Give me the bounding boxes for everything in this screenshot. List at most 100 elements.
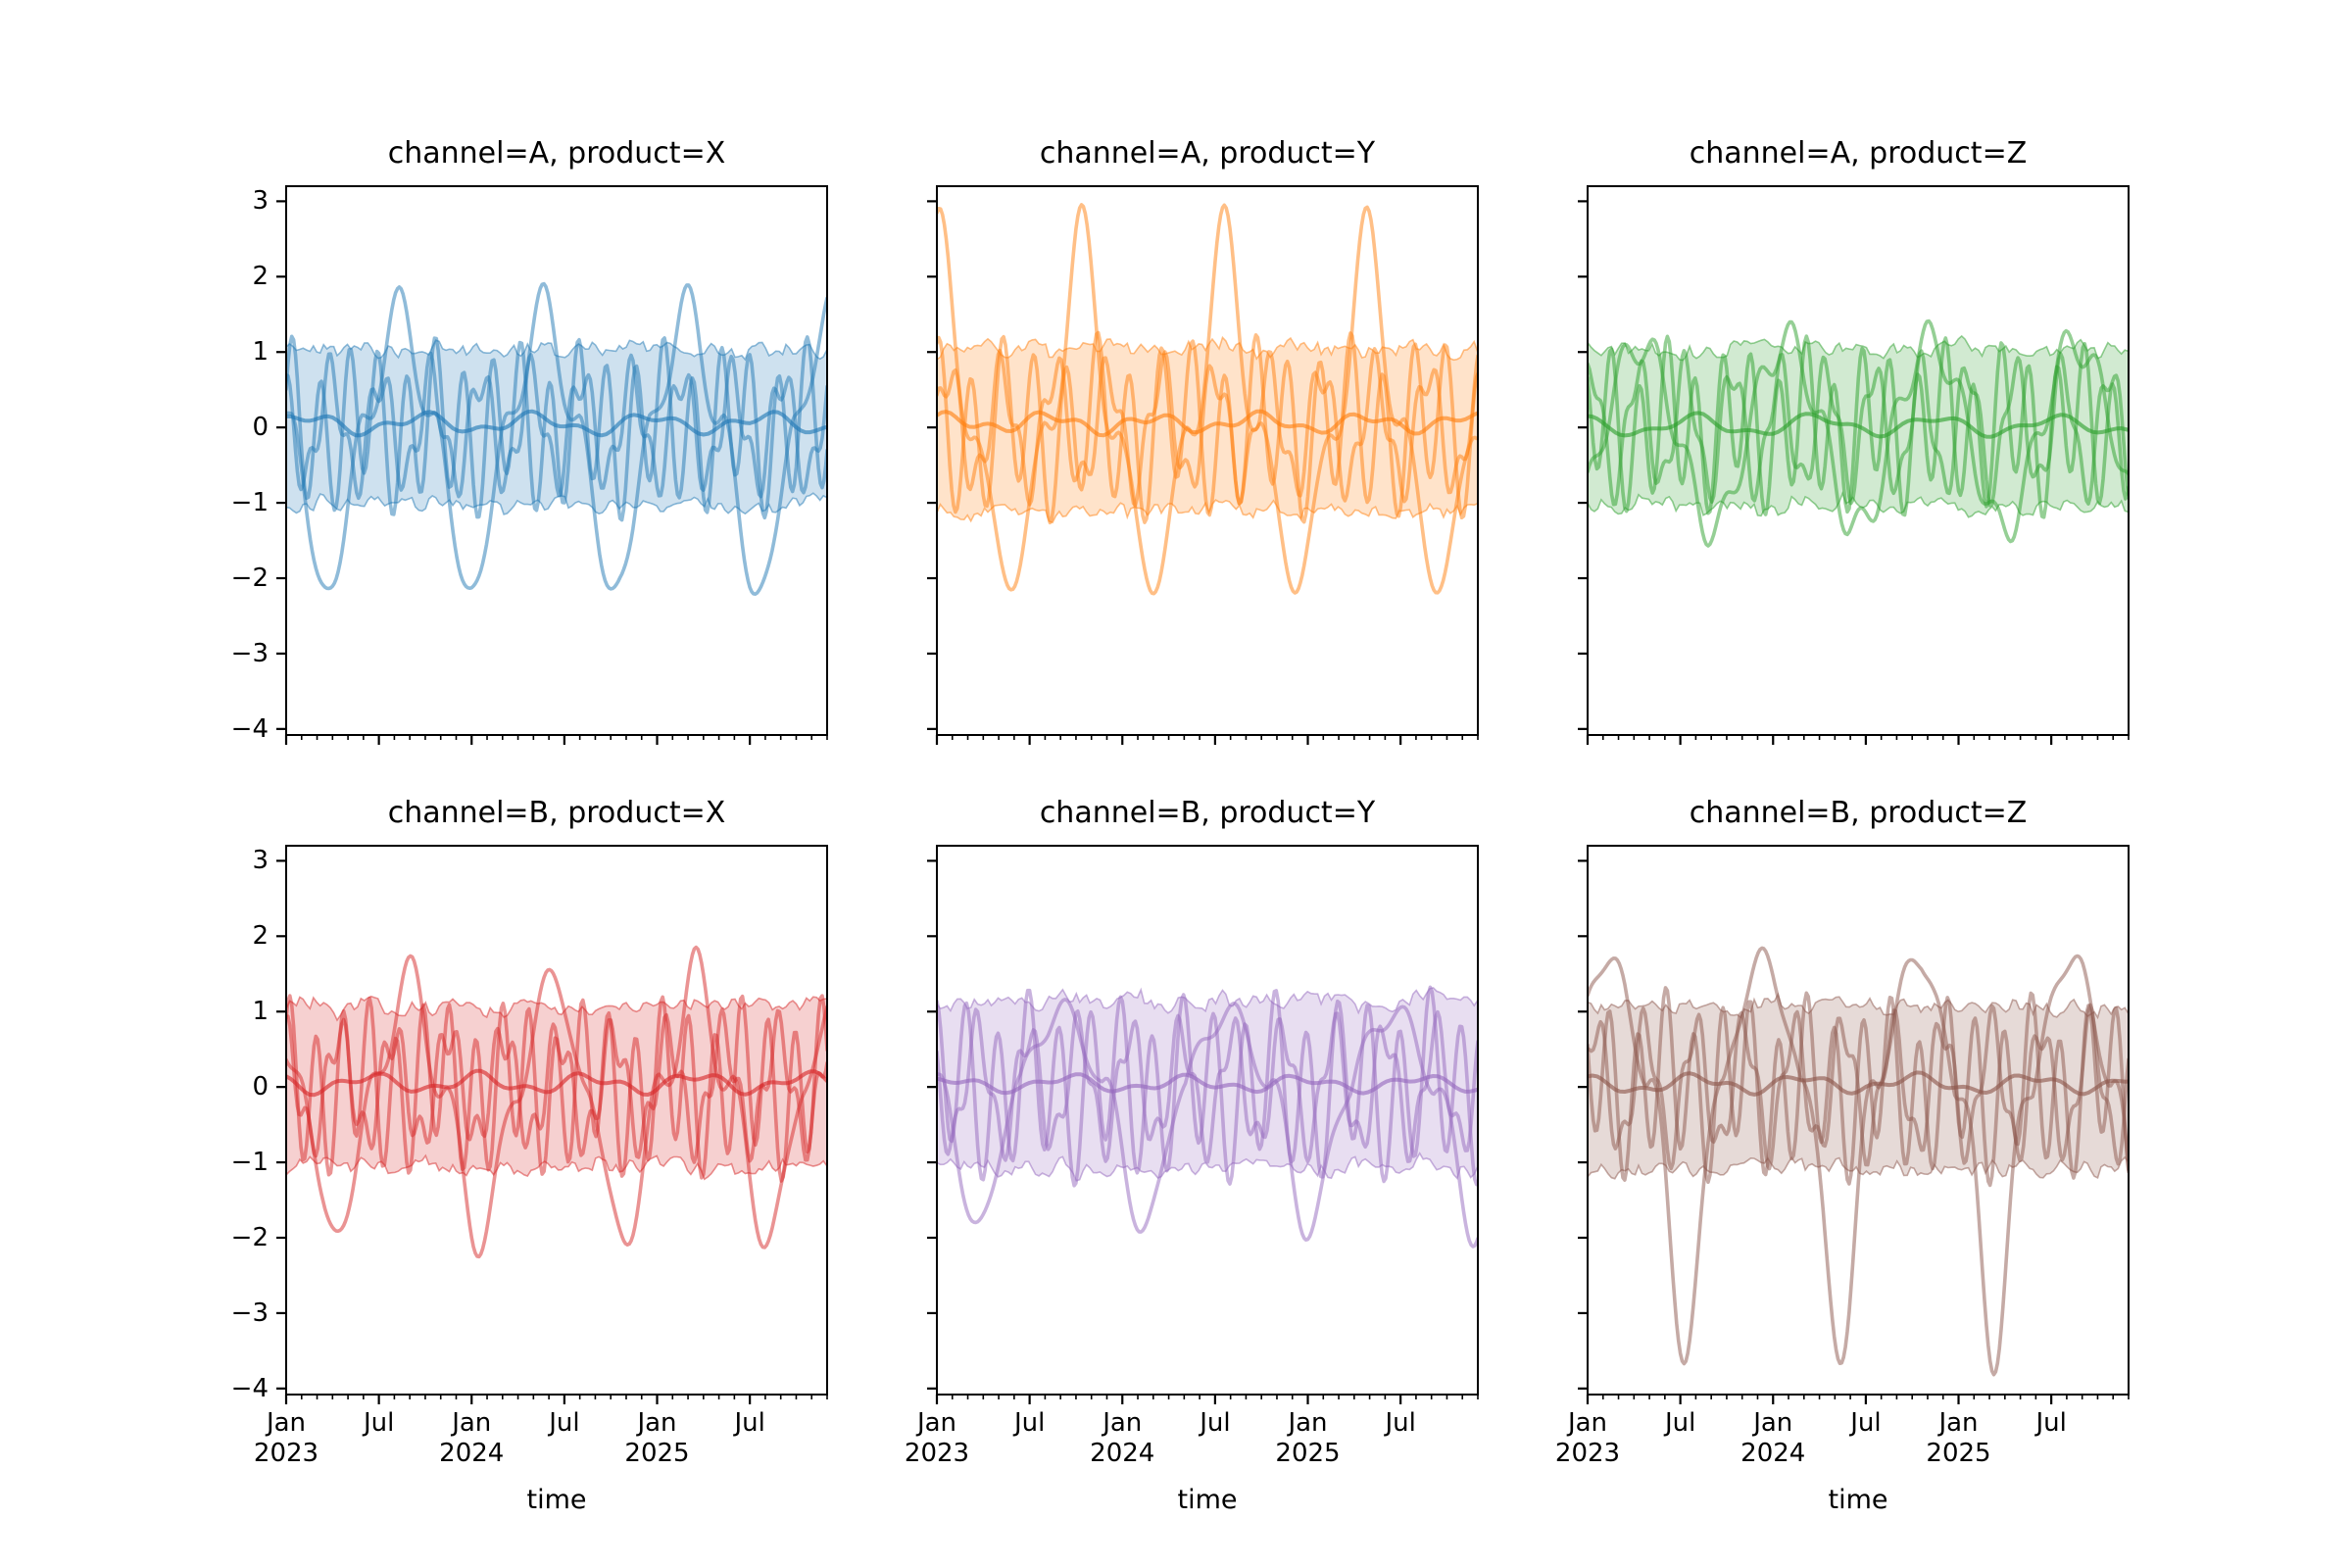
- series-line: [1588, 1003, 2129, 1171]
- series-line: [937, 347, 1478, 508]
- mean-line: [1588, 411, 2129, 439]
- x-tick-label: Jul: [2035, 1408, 2066, 1439]
- series-line: [1588, 986, 2129, 1188]
- x-axis-label: time: [526, 1485, 587, 1515]
- x-tick-label: Jan 2025: [1275, 1408, 1340, 1469]
- x-tick-month: Jul: [1850, 1408, 1882, 1438]
- series-line: [286, 334, 827, 522]
- facet-title: channel=B, product=Y: [1039, 796, 1376, 830]
- facet-panel: channel=B, product=X 3 2 1 0 −1 −2 −3 −4 Jan 2023…: [231, 796, 828, 1515]
- x-tick-month: Jan: [1938, 1408, 1979, 1438]
- facet-title: channel=B, product=X: [387, 796, 726, 830]
- y-tick-label: 1: [252, 997, 269, 1027]
- series-line: [286, 1007, 827, 1164]
- facet-panel: channel=A, product=Z: [1578, 136, 2130, 745]
- y-tick-label: −4: [230, 1373, 269, 1403]
- axes-border: [1587, 845, 2130, 1396]
- x-tick-month: Jul: [1385, 1408, 1416, 1438]
- x-tick-month: Jul: [2035, 1408, 2067, 1438]
- facet-title: channel=A, product=X: [387, 136, 726, 171]
- x-tick-month: Jan: [916, 1408, 957, 1438]
- x-tick-label: Jul: [1665, 1408, 1695, 1439]
- series-line: [1588, 349, 2129, 508]
- axes-border: [285, 845, 828, 1396]
- x-tick-label: Jan 2024: [439, 1408, 504, 1469]
- x-tick-label: Jul: [1200, 1408, 1230, 1439]
- x-tick-label: Jul: [549, 1408, 579, 1439]
- x-tick-month: Jan: [452, 1408, 492, 1438]
- band-upper-edge: [1588, 334, 2129, 362]
- x-tick-year: 2025: [1926, 1439, 1991, 1469]
- mean-line: [937, 409, 1478, 438]
- mean-line: [286, 1068, 827, 1098]
- y-tick-label: 0: [252, 413, 269, 443]
- plot-data-area: [1588, 318, 2129, 548]
- x-tick-label: Jan 2023: [1555, 1408, 1620, 1469]
- series-line: [937, 985, 1478, 1188]
- series-line: [286, 351, 827, 501]
- x-tick-label: Jul: [364, 1408, 394, 1439]
- y-tick-label: −2: [230, 1223, 269, 1252]
- x-tick-label: Jan 2024: [1090, 1408, 1154, 1469]
- x-tick-label: Jul: [1014, 1408, 1045, 1439]
- plot-data-area: [286, 281, 827, 596]
- series-line: [937, 1007, 1478, 1164]
- x-axis-label: time: [1177, 1485, 1238, 1515]
- series-line: [937, 330, 1478, 525]
- facet-panel: channel=A, product=Y: [927, 136, 1479, 745]
- x-tick-label: Jan 2023: [905, 1408, 969, 1469]
- y-tick-label: 2: [252, 921, 269, 952]
- x-tick-month: Jul: [363, 1408, 395, 1438]
- plot-data-area: [286, 945, 827, 1259]
- facet-plot: [276, 185, 828, 745]
- series-line: [1588, 334, 2129, 519]
- mean-line: [1588, 1070, 2129, 1097]
- band-lower-edge: [937, 1152, 1478, 1182]
- x-tick-label: Jan 2025: [624, 1408, 689, 1469]
- facet-panel: channel=B, product=Z Jan 2023 Jul Jan 2024 Ju…: [1555, 796, 2130, 1515]
- plot-data-area: [937, 985, 1478, 1249]
- x-tick-label: Jul: [1850, 1408, 1881, 1439]
- plot-data-area: [937, 203, 1478, 596]
- x-tick-year: 2023: [253, 1439, 319, 1469]
- facet-plot: [927, 185, 1479, 745]
- plot-data-area: [1588, 946, 2129, 1377]
- band-upper-edge: [1588, 992, 2129, 1020]
- y-tick-label: 1: [252, 337, 269, 368]
- x-axis-label: time: [1828, 1485, 1888, 1515]
- x-tick-year: 2024: [1740, 1439, 1806, 1469]
- facet-panel: channel=B, product=Y Jan 2023 Jul Jan 2024 Ju…: [905, 796, 1479, 1515]
- x-tick-year: 2025: [624, 1439, 690, 1469]
- facet-plot: [1578, 845, 2130, 1404]
- x-tick-label: Jan 2024: [1740, 1408, 1805, 1469]
- x-tick-year: 2023: [904, 1439, 970, 1469]
- x-tick-label: Jul: [734, 1408, 764, 1439]
- x-tick-month: Jul: [734, 1408, 765, 1438]
- facet-title: channel=B, product=Z: [1689, 796, 2028, 830]
- y-tick-label: 3: [252, 186, 269, 217]
- x-tick-year: 2024: [439, 1439, 505, 1469]
- x-tick-month: Jan: [1753, 1408, 1793, 1438]
- mean-line: [937, 1072, 1478, 1096]
- x-tick-label: Jan 2025: [1926, 1408, 1990, 1469]
- y-tick-label: −1: [230, 1148, 269, 1178]
- axes-border: [936, 845, 1479, 1396]
- y-tick-label: −3: [230, 1298, 269, 1328]
- x-tick-month: Jan: [1567, 1408, 1608, 1438]
- facet-title: channel=A, product=Z: [1689, 136, 2028, 171]
- facet-panel: channel=A, product=X 3 2 1 0 −1 −2 −3 −4: [231, 136, 828, 745]
- y-tick-label: 3: [252, 846, 269, 876]
- x-tick-month: Jul: [1200, 1408, 1231, 1438]
- x-tick-month: Jan: [1288, 1408, 1328, 1438]
- x-tick-year: 2024: [1090, 1439, 1155, 1469]
- x-tick-label: Jan 2023: [254, 1408, 318, 1469]
- y-tick-label: −3: [230, 638, 269, 668]
- axes-border: [285, 185, 828, 736]
- x-tick-month: Jan: [637, 1408, 677, 1438]
- facet-plot: [1578, 185, 2130, 745]
- y-tick-label: 0: [252, 1072, 269, 1102]
- series-line: [286, 281, 827, 596]
- band-lower-edge: [286, 1153, 827, 1181]
- y-tick-label: 2: [252, 262, 269, 292]
